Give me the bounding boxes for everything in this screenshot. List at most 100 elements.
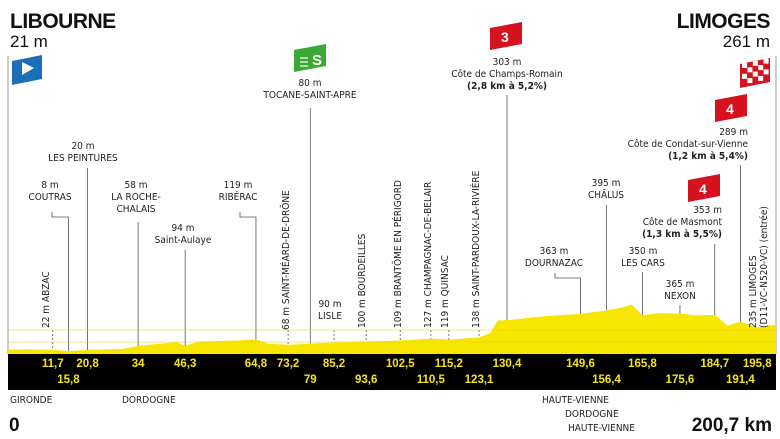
km-label: 20,8	[76, 358, 99, 370]
kom-category-label: 4	[726, 101, 734, 117]
checker-square	[763, 69, 769, 75]
checker-square	[742, 63, 747, 68]
km-label: 130,4	[492, 358, 522, 370]
climb-name: Côte de Champs-Romain	[451, 69, 563, 80]
place-coutras: 8 m COUTRAS	[28, 180, 71, 204]
km-label: 123,1	[464, 374, 494, 386]
place-brantome: 109 m BRANTÔME EN PÉRIGORD	[393, 180, 404, 328]
place-saint-meard-de-drone: 68 m SAINT-MÉARD-DE-DRÔNE	[281, 190, 292, 330]
kom-category-label: 3	[501, 29, 509, 45]
climb-name: Côte de Condat-sur-Vienne	[627, 139, 748, 150]
kom-category-label: 4	[699, 181, 707, 197]
place-name: NEXON	[664, 291, 696, 302]
km-label: 165,8	[628, 358, 657, 370]
marker-line	[51, 212, 69, 352]
km-label: 191,4	[726, 374, 755, 386]
marker-line	[239, 212, 257, 352]
checker-square	[763, 58, 769, 64]
place-limoges-entry: 235 m LIMOGES (D11-VC-N520-VC) (entrée)	[748, 206, 770, 328]
km-label: 184,7	[700, 358, 730, 370]
km-label: 93,6	[354, 374, 378, 386]
place-altitude: 365 m	[665, 279, 695, 290]
sprint-icon	[294, 44, 326, 72]
place-name: LISLE	[317, 311, 343, 322]
km-label: 15,8	[57, 374, 80, 386]
km-label: 85,2	[322, 358, 346, 370]
place-altitude: 119 m	[223, 180, 253, 191]
place-name: Saint-Aulaye	[154, 235, 212, 246]
sprint-altitude: 80 m	[298, 78, 322, 89]
start-city: LIBOURNE	[10, 10, 116, 33]
km-label: 11,7	[41, 358, 64, 370]
place-name: DOURNAZAC	[524, 258, 584, 269]
department-dordogne-2: DORDOGNE	[565, 409, 619, 420]
km-label: 34	[131, 358, 145, 370]
climb-detail: (1,2 km à 5,4%)	[668, 151, 748, 162]
km-band	[8, 354, 776, 390]
place-name: RIBÉRAC	[218, 192, 258, 203]
distance-start: 0	[9, 415, 20, 436]
place-saint-aulaye: 94 m Saint-Aulaye	[155, 223, 212, 247]
checker-square	[752, 71, 758, 77]
place-bourdeilles: 100 m BOURDEILLES	[357, 233, 368, 328]
km-label: 102,5	[385, 358, 415, 370]
place-abzac: 22 m ABZAC	[41, 271, 52, 328]
distance-total: 200,7 km	[691, 415, 772, 436]
place-altitude: 58 m	[124, 180, 148, 191]
place-altitude: 94 m	[171, 223, 195, 234]
place-name: LES PEINTURES	[48, 153, 118, 164]
climb-detail: (1,3 km à 5,5%)	[642, 229, 722, 240]
km-label: 46,3	[173, 358, 197, 370]
kom-category-4-icon	[715, 94, 747, 122]
sprint-badge: S	[312, 52, 322, 69]
place-les-peintures: 20 m LES PEINTURES	[48, 141, 117, 165]
place-altitude: 90 m	[318, 299, 342, 310]
department-haute-vienne: HAUTE-VIENNE	[542, 395, 609, 406]
checker-square	[752, 60, 758, 66]
km-label: 64,8	[244, 358, 268, 370]
km-label: 115,2	[434, 358, 463, 370]
km-label: 149,6	[566, 358, 595, 370]
place-altitude: 8 m	[41, 180, 59, 191]
place-altitude: 20 m	[71, 141, 95, 152]
km-label: 73,2	[276, 358, 300, 370]
finish-altitude: 261 m	[722, 32, 770, 51]
km-label: 175,6	[665, 374, 695, 386]
place-chalus: 395 m CHÂLUS	[588, 178, 624, 202]
place-name: COUTRAS	[28, 192, 72, 203]
climb-name: Côte de Masmont	[642, 217, 722, 228]
kom-category-4-icon	[688, 174, 720, 202]
checker-square	[758, 75, 764, 81]
climb-altitude: 303 m	[492, 57, 522, 68]
kom-category-3-icon	[490, 22, 522, 50]
climb-detail: (2,8 km à 5,2%)	[467, 81, 547, 92]
checker-square	[742, 73, 747, 79]
checker-square	[747, 78, 753, 84]
climb-altitude: 289 m	[719, 127, 748, 138]
place-saint-pardoux: 138 m SAINT-PARDOUX-LA-RIVIÈRE	[471, 170, 482, 328]
place-quinsac: 119 m QUINSAC	[440, 255, 451, 328]
place-name: CHÂLUS	[587, 190, 625, 201]
km-label: 79	[303, 374, 317, 386]
climb-altitude: 353 m	[693, 205, 722, 216]
km-label: 195,8	[742, 358, 772, 370]
climb-champs-romain: 303 m Côte de Champs-Romain (2,8 km à 5,…	[451, 57, 563, 93]
department-gironde: GIRONDE	[10, 395, 53, 406]
place-dournazac: 363 m DOURNAZAC	[525, 246, 583, 270]
checker-square	[747, 67, 753, 73]
place-la-roche-chalais: 58 m LA ROCHE- CHALAIS	[111, 180, 161, 216]
department-haute-vienne-2: HAUTE-VIENNE	[568, 423, 635, 434]
place-name: LES CARS	[621, 258, 665, 269]
play-arrow-icon	[22, 62, 34, 75]
place-altitude: 363 m	[539, 246, 569, 257]
checker-square	[758, 65, 764, 71]
department-dordogne: DORDOGNE	[122, 395, 176, 406]
finish-city: LIMOGES	[676, 10, 771, 33]
place-name: CHALAIS	[116, 204, 156, 215]
place-champagnac: 127 m CHAMPAGNAC-DE-BELAIR	[423, 181, 434, 328]
km-label: 156,4	[592, 374, 621, 386]
profile-frame	[7, 56, 777, 354]
km-label: 110,5	[416, 374, 445, 386]
place-les-cars: 350 m LES CARS	[621, 246, 665, 270]
